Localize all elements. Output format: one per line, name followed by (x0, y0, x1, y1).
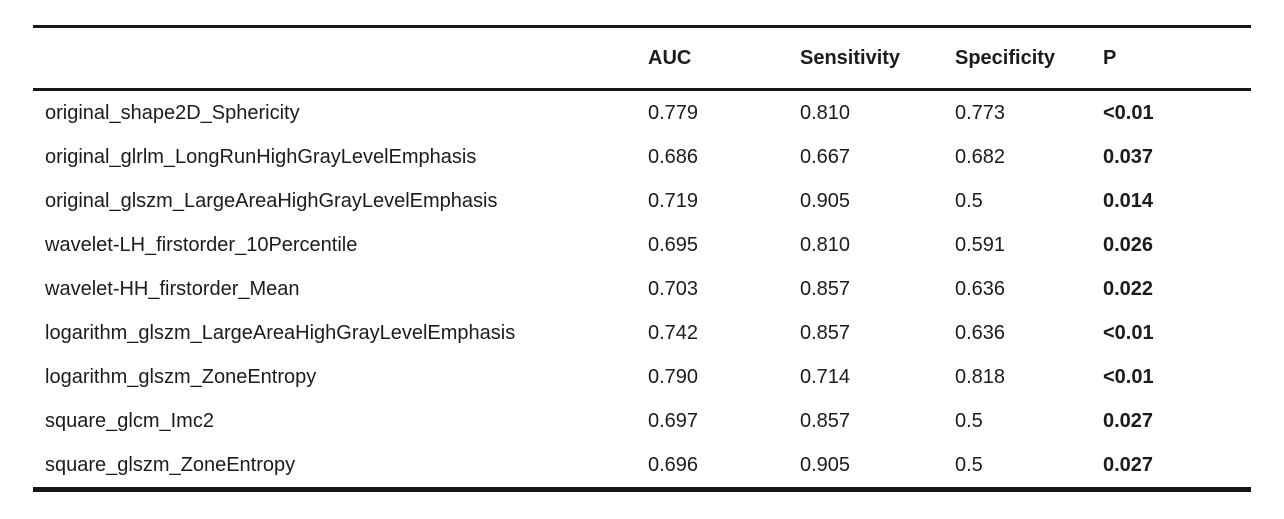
header-sensitivity: Sensitivity (800, 26, 955, 91)
p-value-cell: 0.026 (1103, 233, 1154, 256)
auc-cell: 0.703 (648, 277, 699, 300)
p-value-cell: 0.027 (1103, 453, 1154, 476)
table-row: original_glrlm_LongRunHighGrayLevelEmpha… (33, 135, 1251, 179)
table-row: square_glcm_Imc2 0.697 0.857 0.5 0.027 (33, 399, 1251, 443)
specificity-cell: 0.5 (955, 189, 983, 212)
sensitivity-cell: 0.810 (800, 233, 851, 256)
p-value-cell: <0.01 (1103, 101, 1154, 124)
header-auc: AUC (648, 26, 800, 91)
p-value-cell: <0.01 (1103, 321, 1154, 344)
sensitivity-cell: 0.905 (800, 453, 851, 476)
header-specificity: Specificity (955, 26, 1103, 91)
specificity-cell: 0.773 (955, 101, 1006, 124)
table-row: logarithm_glszm_ZoneEntropy 0.790 0.714 0.8… (33, 355, 1251, 399)
specificity-cell: 0.682 (955, 145, 1006, 168)
p-value-cell: <0.01 (1103, 365, 1154, 388)
table-row: logarithm_glszm_LargeAreaHighGrayLevelEm… (33, 311, 1251, 355)
feature-name-cell: logarithm_glszm_ZoneEntropy (45, 365, 317, 388)
sensitivity-cell: 0.810 (800, 101, 851, 124)
specificity-cell: 0.636 (955, 321, 1006, 344)
sensitivity-cell: 0.667 (800, 145, 851, 168)
specificity-cell: 0.5 (955, 453, 983, 476)
sensitivity-cell: 0.857 (800, 409, 851, 432)
feature-name-cell: logarithm_glszm_LargeAreaHighGrayLevelEm… (45, 321, 516, 344)
table-row: original_glszm_LargeAreaHighGrayLevelEmp… (33, 179, 1251, 223)
feature-name-cell: wavelet-HH_firstorder_Mean (45, 277, 300, 300)
radiomics-results-table: AUC Sensitivity Specificity P original_s… (33, 25, 1251, 492)
sensitivity-cell: 0.714 (800, 365, 851, 388)
header-feature-name (33, 26, 648, 91)
auc-cell: 0.719 (648, 189, 699, 212)
table-row: square_glszm_ZoneEntropy 0.696 0.905 0.5 0.0… (33, 443, 1251, 490)
sensitivity-cell: 0.857 (800, 277, 851, 300)
sensitivity-cell: 0.905 (800, 189, 851, 212)
table-row: wavelet-HH_firstorder_Mean 0.703 0.857 0.63… (33, 267, 1251, 311)
feature-name-cell: square_glcm_Imc2 (45, 409, 214, 432)
header-row: AUC Sensitivity Specificity P (33, 26, 1251, 91)
table-row: original_shape2D_Sphericity 0.779 0.810 0.7… (33, 90, 1251, 136)
specificity-cell: 0.818 (955, 365, 1006, 388)
p-value-cell: 0.027 (1103, 409, 1154, 432)
feature-name-cell: square_glszm_ZoneEntropy (45, 453, 296, 476)
table-row: wavelet-LH_firstorder_10Percentile 0.695 0… (33, 223, 1251, 267)
table-body: original_shape2D_Sphericity 0.779 0.810 0.7… (33, 90, 1251, 490)
specificity-cell: 0.636 (955, 277, 1006, 300)
table-figure: AUC Sensitivity Specificity P original_s… (33, 25, 1251, 492)
specificity-cell: 0.5 (955, 409, 983, 432)
feature-name-cell: original_shape2D_Sphericity (45, 101, 300, 124)
auc-cell: 0.697 (648, 409, 699, 432)
auc-cell: 0.790 (648, 365, 699, 388)
feature-name-cell: wavelet-LH_firstorder_10Percentile (45, 233, 358, 256)
auc-cell: 0.686 (648, 145, 699, 168)
auc-cell: 0.742 (648, 321, 699, 344)
specificity-cell: 0.591 (955, 233, 1006, 256)
p-value-cell: 0.037 (1103, 145, 1154, 168)
feature-name-cell: original_glrlm_LongRunHighGrayLevelEmpha… (45, 145, 477, 168)
p-value-cell: 0.014 (1103, 189, 1154, 212)
header-p-value: P (1103, 26, 1251, 91)
sensitivity-cell: 0.857 (800, 321, 851, 344)
auc-cell: 0.696 (648, 453, 699, 476)
p-value-cell: 0.022 (1103, 277, 1154, 300)
auc-cell: 0.779 (648, 101, 699, 124)
feature-name-cell: original_glszm_LargeAreaHighGrayLevelEmp… (45, 189, 498, 212)
auc-cell: 0.695 (648, 233, 699, 256)
